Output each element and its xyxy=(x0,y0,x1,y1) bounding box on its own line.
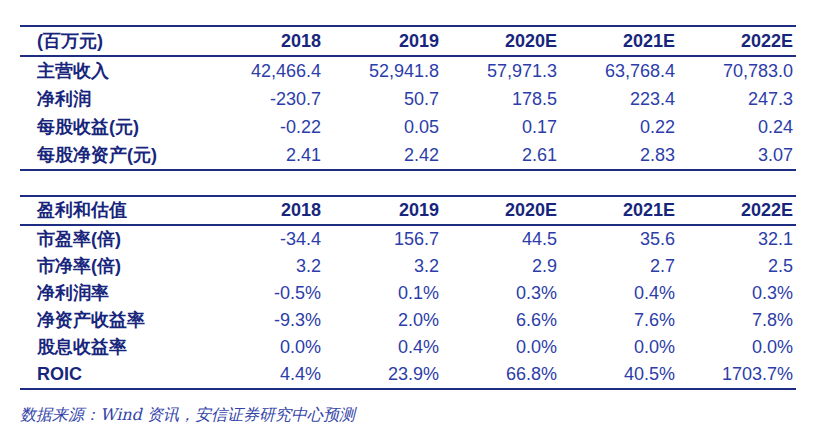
table-row: 每股收益(元) -0.22 0.05 0.17 0.22 0.24 xyxy=(20,113,796,141)
cell-value: 3.07 xyxy=(678,141,796,170)
year-column-header: 2018 xyxy=(206,196,324,225)
cell-value: 0.3% xyxy=(678,280,796,307)
year-column-header: 2020E xyxy=(442,196,560,225)
cell-value: 32.1 xyxy=(678,225,796,253)
table-row: 市盈率(倍) -34.4 156.7 44.5 35.6 32.1 xyxy=(20,225,796,253)
cell-value: 2.83 xyxy=(560,141,678,170)
cell-value: 0.22 xyxy=(560,113,678,141)
valuation-table: 盈利和估值 2018 2019 2020E 2021E 2022E 市盈率(倍)… xyxy=(20,195,796,390)
row-label: 净资产收益率 xyxy=(20,307,206,334)
cell-value: 2.42 xyxy=(324,141,442,170)
cell-value: 0.4% xyxy=(560,280,678,307)
cell-value: 2.41 xyxy=(206,141,324,170)
cell-value: 70,783.0 xyxy=(678,56,796,85)
cell-value: 247.3 xyxy=(678,85,796,113)
cell-value: 57,971.3 xyxy=(442,56,560,85)
cell-value: 0.3% xyxy=(442,280,560,307)
cell-value: 2.5 xyxy=(678,253,796,280)
cell-value: 42,466.4 xyxy=(206,56,324,85)
year-column-header: 2021E xyxy=(560,26,678,56)
cell-value: 50.7 xyxy=(324,85,442,113)
year-column-header: 2019 xyxy=(324,26,442,56)
cell-value: 0.1% xyxy=(324,280,442,307)
cell-value: 6.6% xyxy=(442,307,560,334)
cell-value: 1703.7% xyxy=(678,361,796,389)
cell-value: 0.17 xyxy=(442,113,560,141)
report-table-section: (百万元) 2018 2019 2020E 2021E 2022E 主营收入 4… xyxy=(0,0,820,390)
year-column-header: 2021E xyxy=(560,196,678,225)
cell-value: 0.0% xyxy=(560,334,678,361)
cell-value: -0.5% xyxy=(206,280,324,307)
summary-header-row: (百万元) 2018 2019 2020E 2021E 2022E xyxy=(20,26,796,56)
cell-value: 7.8% xyxy=(678,307,796,334)
table-row: 净利润率 -0.5% 0.1% 0.3% 0.4% 0.3% xyxy=(20,280,796,307)
table-row: ROIC 4.4% 23.9% 66.8% 40.5% 1703.7% xyxy=(20,361,796,389)
table-row: 市净率(倍) 3.2 3.2 2.9 2.7 2.5 xyxy=(20,253,796,280)
cell-value: 52,941.8 xyxy=(324,56,442,85)
cell-value: 35.6 xyxy=(560,225,678,253)
cell-value: 0.4% xyxy=(324,334,442,361)
cell-value: 3.2 xyxy=(206,253,324,280)
cell-value: 0.05 xyxy=(324,113,442,141)
cell-value: -9.3% xyxy=(206,307,324,334)
cell-value: 0.0% xyxy=(442,334,560,361)
table-row: 净资产收益率 -9.3% 2.0% 6.6% 7.6% 7.8% xyxy=(20,307,796,334)
row-label: 净利润率 xyxy=(20,280,206,307)
cell-value: 0.24 xyxy=(678,113,796,141)
cell-value: 0.0% xyxy=(206,334,324,361)
cell-value: 0.0% xyxy=(678,334,796,361)
year-column-header: 2022E xyxy=(678,196,796,225)
row-label: 市盈率(倍) xyxy=(20,225,206,253)
cell-value: 2.0% xyxy=(324,307,442,334)
cell-value: 178.5 xyxy=(442,85,560,113)
row-label: 股息收益率 xyxy=(20,334,206,361)
valuation-header-row: 盈利和估值 2018 2019 2020E 2021E 2022E xyxy=(20,196,796,225)
cell-value: 4.4% xyxy=(206,361,324,389)
unit-header: (百万元) xyxy=(20,26,206,56)
year-column-header: 2019 xyxy=(324,196,442,225)
row-label: 每股收益(元) xyxy=(20,113,206,141)
cell-value: 2.61 xyxy=(442,141,560,170)
cell-value: 66.8% xyxy=(442,361,560,389)
row-label: 市净率(倍) xyxy=(20,253,206,280)
cell-value: 223.4 xyxy=(560,85,678,113)
row-label: 净利润 xyxy=(20,85,206,113)
valuation-header: 盈利和估值 xyxy=(20,196,206,225)
financial-summary-table: (百万元) 2018 2019 2020E 2021E 2022E 主营收入 4… xyxy=(20,25,796,171)
table-row: 净利润 -230.7 50.7 178.5 223.4 247.3 xyxy=(20,85,796,113)
cell-value: 44.5 xyxy=(442,225,560,253)
table-row: 主营收入 42,466.4 52,941.8 57,971.3 63,768.4… xyxy=(20,56,796,85)
table-row: 每股净资产(元) 2.41 2.42 2.61 2.83 3.07 xyxy=(20,141,796,170)
cell-value: 2.9 xyxy=(442,253,560,280)
cell-value: -0.22 xyxy=(206,113,324,141)
cell-value: 3.2 xyxy=(324,253,442,280)
year-column-header: 2020E xyxy=(442,26,560,56)
cell-value: 40.5% xyxy=(560,361,678,389)
cell-value: 7.6% xyxy=(560,307,678,334)
cell-value: 2.7 xyxy=(560,253,678,280)
data-source-note: 数据来源：Wind 资讯，安信证券研究中心预测 xyxy=(20,405,820,426)
cell-value: 156.7 xyxy=(324,225,442,253)
cell-value: 63,768.4 xyxy=(560,56,678,85)
row-label: ROIC xyxy=(20,361,206,389)
cell-value: -230.7 xyxy=(206,85,324,113)
cell-value: 23.9% xyxy=(324,361,442,389)
row-label: 每股净资产(元) xyxy=(20,141,206,170)
row-label: 主营收入 xyxy=(20,56,206,85)
year-column-header: 2018 xyxy=(206,26,324,56)
table-row: 股息收益率 0.0% 0.4% 0.0% 0.0% 0.0% xyxy=(20,334,796,361)
year-column-header: 2022E xyxy=(678,26,796,56)
table-spacer xyxy=(20,171,820,195)
cell-value: -34.4 xyxy=(206,225,324,253)
